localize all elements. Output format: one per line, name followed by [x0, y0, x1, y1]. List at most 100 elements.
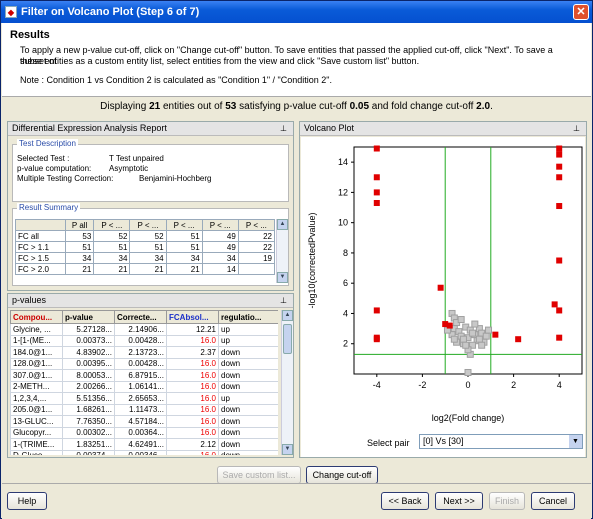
- table-row[interactable]: 1-(TRIME... 1.83251... 4.62491... 2.12 down: [10, 438, 278, 451]
- table-row[interactable]: Glucopyr... 0.00302... 0.00364... 16.0 down: [10, 426, 278, 439]
- title-bar: ◆ Filter on Volcano Plot (Step 6 of 7) ✕: [1, 1, 592, 23]
- table-cell: 0.00428...: [114, 357, 167, 370]
- summary-table: P all P < ... P < ... P < ... P < ... P < ...…: [15, 219, 276, 275]
- pvalues-header-cell[interactable]: Correcte...: [114, 310, 167, 324]
- scroll-up-icon[interactable]: ▲: [277, 219, 288, 230]
- summary-header-cell[interactable]: P < ...: [165, 219, 203, 231]
- selected-test-value: T Test unpaired: [109, 154, 164, 163]
- test-description-legend: Test Description: [17, 139, 78, 148]
- y-tick-label: 2: [343, 339, 348, 349]
- pvalues-header-cell[interactable]: Compou...: [10, 310, 63, 324]
- table-row[interactable]: 205.0@1... 1.68261... 1.11473... 16.0 down: [10, 403, 278, 416]
- summary-cell: 21: [64, 263, 95, 275]
- table-cell: 1-[1-(ME...: [10, 334, 63, 347]
- multiple-testing-value: Benjamini-Hochberg: [139, 174, 212, 183]
- summary-row: FC > 1.5 34 34 34 34 34 19: [15, 252, 276, 264]
- summary-header-cell[interactable]: P all: [64, 219, 95, 231]
- summary-header-cell[interactable]: P < ...: [201, 219, 239, 231]
- table-cell: D-Gluco...: [10, 449, 63, 455]
- table-cell: 1.83251...: [62, 438, 115, 451]
- next-button[interactable]: Next >>: [435, 492, 483, 510]
- table-cell: 1.06141...: [114, 380, 167, 393]
- point-filtered-out: [469, 341, 477, 349]
- pin-icon[interactable]: ⊥: [573, 124, 580, 133]
- close-button[interactable]: ✕: [573, 4, 589, 20]
- point-significant: [373, 145, 380, 152]
- pvalues-scrollbar[interactable]: ▲ ▼: [281, 310, 293, 455]
- summary-cell: 51: [93, 241, 131, 253]
- summary-header-cell[interactable]: P < ...: [93, 219, 131, 231]
- table-cell: 5.51356...: [62, 392, 115, 405]
- y-tick-label: 6: [343, 278, 348, 288]
- app-icon: ◆: [5, 6, 17, 18]
- table-cell: 8.00053...: [62, 369, 115, 382]
- table-cell: 2.13723...: [114, 346, 167, 359]
- summary-row: FC > 1.1 51 51 51 51 49 22: [15, 241, 276, 253]
- info-prefix: Displaying: [100, 101, 150, 112]
- pvalues-title: p-values: [12, 295, 47, 305]
- table-cell: 16.0: [166, 426, 219, 439]
- save-custom-list-button[interactable]: Save custom list...: [217, 466, 301, 484]
- table-cell: 6.87915...: [114, 369, 167, 382]
- point-filtered-out: [462, 341, 470, 349]
- scroll-down-icon[interactable]: ▼: [282, 444, 293, 455]
- table-cell: Glycine, ...: [10, 323, 63, 336]
- table-row[interactable]: 128.0@1... 0.00395... 0.00428... 16.0 down: [10, 357, 278, 370]
- pvalues-table-wrap: Compou... p-value Correcte... FCAbsol... reg…: [10, 310, 278, 455]
- y-tick-label: 12: [338, 187, 348, 197]
- summary-cell: 22: [237, 241, 276, 253]
- point-significant: [492, 331, 499, 338]
- change-cutoff-button[interactable]: Change cut-off: [306, 466, 378, 484]
- table-cell: 2.37: [166, 346, 219, 359]
- summary-header-cell[interactable]: P < ...: [237, 219, 276, 231]
- summary-cell: 34: [93, 252, 131, 264]
- table-cell: 12.21: [166, 323, 219, 336]
- scroll-up-icon[interactable]: ▲: [282, 310, 293, 321]
- table-cell: 1,2,3,4,...: [10, 392, 63, 405]
- result-summary-group: Result Summary P all P < ... P < ... P < ..…: [12, 203, 289, 286]
- scroll-thumb[interactable]: [283, 324, 292, 354]
- table-row[interactable]: 1-[1-(ME... 0.00373... 0.00428... 16.0 up: [10, 334, 278, 347]
- pin-icon[interactable]: ⊥: [280, 296, 287, 305]
- y-axis-label: -log10(correctedPvalue): [307, 212, 317, 308]
- select-pair-dropdown[interactable]: [0] Vs [30] ▼: [419, 434, 583, 449]
- summary-scrollbar[interactable]: ▲ ▼: [276, 219, 288, 283]
- summary-cell: 51: [165, 241, 203, 253]
- summary-cell: FC > 2.0: [15, 263, 66, 275]
- summary-header-cell[interactable]: P < ...: [129, 219, 167, 231]
- y-tick-label: 4: [343, 308, 348, 318]
- info-mid2: satisfying p-value cut-off: [236, 101, 350, 112]
- x-axis-label: log2(Fold change): [432, 413, 505, 423]
- point-significant: [442, 321, 449, 328]
- summary-cell: 52: [129, 230, 167, 242]
- entity-count: 21: [149, 101, 161, 112]
- table-row[interactable]: 2-METH... 2.00266... 1.06141... 16.0 down: [10, 380, 278, 393]
- table-row[interactable]: 184.0@1... 4.83902... 2.13723... 2.37 down: [10, 346, 278, 359]
- test-description-group: Test Description Selected Test : T Test …: [12, 139, 289, 202]
- pvalues-header-cell[interactable]: FCAbsol...: [166, 310, 219, 324]
- table-row[interactable]: 13-GLUC... 7.76350... 4.57184... 16.0 down: [10, 415, 278, 428]
- summary-header-cell[interactable]: [15, 219, 66, 231]
- table-row[interactable]: Glycine, ... 5.27128... 2.14906... 12.21 up: [10, 323, 278, 336]
- summary-cell: 21: [129, 263, 167, 275]
- finish-button[interactable]: Finish: [489, 492, 525, 510]
- summary-cell: 53: [64, 230, 95, 242]
- summary-cell: FC > 1.1: [15, 241, 66, 253]
- pvalues-header-cell[interactable]: regulatio...: [218, 310, 278, 324]
- pvalues-header-cell[interactable]: p-value: [62, 310, 115, 324]
- table-row[interactable]: 307.0@1... 8.00053... 6.87915... 16.0 down: [10, 369, 278, 382]
- pin-icon[interactable]: ⊥: [280, 124, 287, 133]
- cancel-button[interactable]: Cancel: [531, 492, 575, 510]
- scroll-down-icon[interactable]: ▼: [277, 272, 288, 283]
- back-button[interactable]: << Back: [381, 492, 429, 510]
- point-significant: [556, 334, 563, 341]
- point-significant: [437, 284, 444, 291]
- help-button[interactable]: Help: [7, 492, 47, 510]
- chevron-down-icon[interactable]: ▼: [569, 435, 582, 448]
- volcano-chart[interactable]: 14 12 10 8 6 4 2 -4 -2 0 2 4 -log10(correctedPvalue)…: [301, 137, 585, 457]
- table-cell: 0.00395...: [62, 357, 115, 370]
- table-row[interactable]: 1,2,3,4,... 5.51356... 2.65653... 16.0 up: [10, 392, 278, 405]
- info-suffix: .: [490, 101, 493, 112]
- summary-cell: 34: [129, 252, 167, 264]
